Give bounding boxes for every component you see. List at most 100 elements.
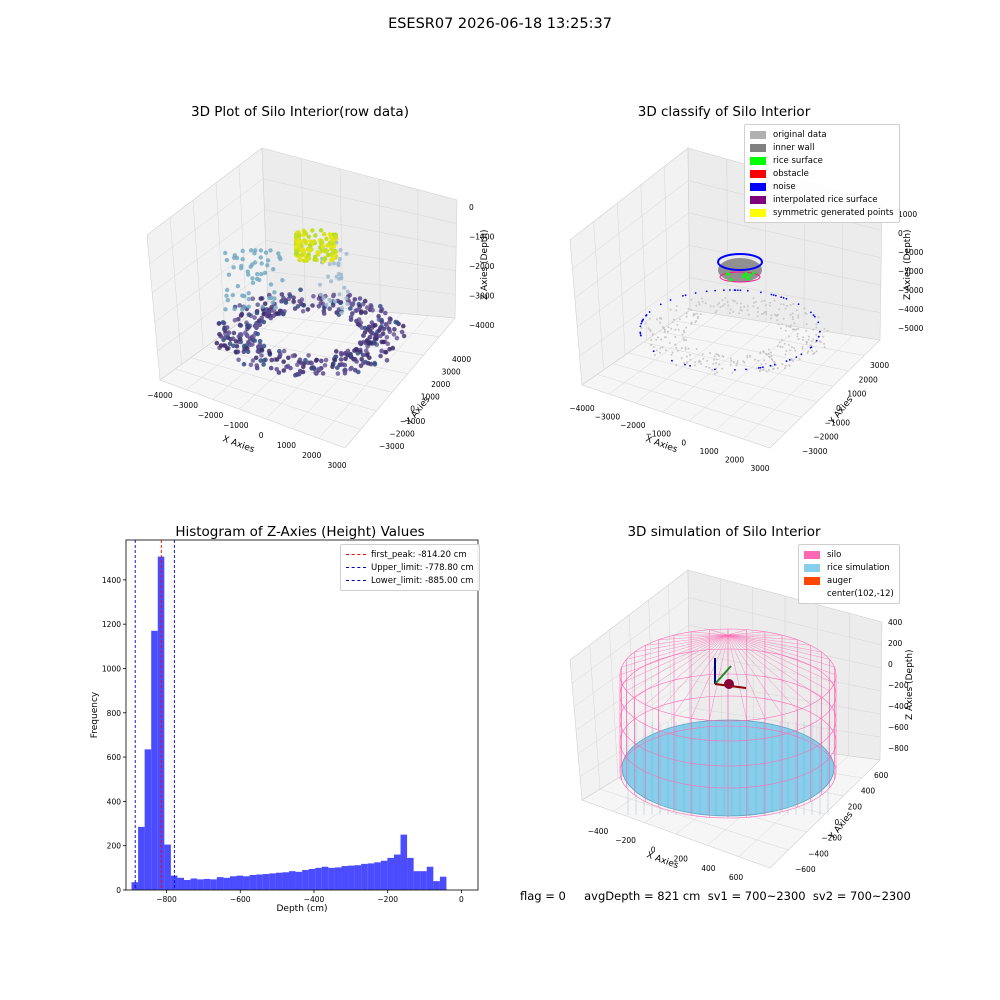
original-data-point xyxy=(777,323,780,326)
original-data-point xyxy=(815,333,818,336)
legend-label: noise xyxy=(773,181,796,192)
raw-point xyxy=(290,353,296,359)
original-data-point xyxy=(767,353,770,355)
histogram-bar xyxy=(387,857,394,890)
raw-point xyxy=(363,310,368,315)
raw-point xyxy=(262,270,268,275)
histogram-bar xyxy=(407,857,414,890)
histogram-bar xyxy=(308,868,316,890)
histogram-x-tick-label: −800 xyxy=(156,895,177,904)
raw-point xyxy=(263,250,269,255)
legend-label: inner wall xyxy=(773,142,815,153)
raw-point xyxy=(301,364,306,370)
raw-point xyxy=(386,326,392,332)
noise-point xyxy=(788,359,791,361)
original-data-point xyxy=(672,318,675,321)
raw-point xyxy=(342,362,348,368)
original-data-point xyxy=(669,308,672,311)
histogram-bar xyxy=(151,630,158,890)
raw-point xyxy=(232,317,238,323)
noise-point xyxy=(800,353,803,356)
raw-point xyxy=(321,296,326,301)
raw-point xyxy=(302,231,308,236)
original-data-point xyxy=(760,300,763,303)
raw-x-tick-label: −4000 xyxy=(147,391,173,400)
legend-swatch xyxy=(750,156,766,165)
raw-point xyxy=(342,285,347,290)
original-data-point xyxy=(665,349,667,352)
histogram-bar xyxy=(157,556,165,890)
classify-x-tick-label: −4000 xyxy=(569,404,595,413)
original-data-point xyxy=(729,312,731,315)
raw-point xyxy=(235,349,241,355)
original-data-point xyxy=(657,336,659,339)
original-data-point xyxy=(711,368,714,371)
original-data-point xyxy=(781,363,784,366)
original-data-point xyxy=(807,350,810,353)
raw-point xyxy=(253,355,259,361)
simulation-y-tick-label: 0 xyxy=(835,818,840,827)
original-data-point xyxy=(754,358,756,361)
original-data-point xyxy=(685,339,688,341)
noise-point xyxy=(739,289,742,292)
original-data-point xyxy=(676,323,679,326)
raw-point xyxy=(250,296,255,302)
raw-point xyxy=(313,370,318,376)
raw-x-tick-label: 0 xyxy=(259,431,264,440)
original-data-point xyxy=(735,364,738,367)
original-data-point xyxy=(674,343,677,346)
raw-point xyxy=(231,330,237,336)
noise-point xyxy=(785,297,788,300)
raw-point xyxy=(326,252,331,258)
histogram-bar xyxy=(321,866,329,890)
silo-roof-line xyxy=(709,634,729,721)
original-data-point xyxy=(685,312,688,315)
original-data-point xyxy=(712,362,715,365)
histogram-bar xyxy=(190,878,198,890)
raw-point xyxy=(250,358,256,363)
raw-point xyxy=(335,371,341,376)
simulation-3d-plot: −400 −200 0 200 400 600 −600 −400 −200 0 200 400 600… xyxy=(569,569,915,882)
original-data-point xyxy=(721,354,724,357)
raw-point xyxy=(399,329,405,335)
original-data-point xyxy=(754,300,757,303)
raw-point xyxy=(350,302,355,308)
original-data-point xyxy=(702,357,705,360)
original-data-point xyxy=(675,346,678,349)
original-data-point xyxy=(661,326,664,329)
noise-point xyxy=(652,350,655,353)
raw-point xyxy=(226,272,232,277)
raw-point xyxy=(265,313,271,319)
raw-point xyxy=(296,233,302,239)
raw-point xyxy=(248,264,253,269)
original-data-point xyxy=(713,355,716,358)
auger-marker xyxy=(724,679,734,689)
original-data-point xyxy=(687,308,690,310)
raw-y-tick-label: −2000 xyxy=(389,430,415,439)
silo-roof-line xyxy=(645,634,729,646)
raw-point xyxy=(387,319,392,325)
raw-point xyxy=(312,257,317,262)
histogram-bar xyxy=(144,749,152,890)
original-data-point xyxy=(775,314,778,317)
original-data-point xyxy=(697,315,699,318)
raw-point xyxy=(262,301,268,307)
original-data-point xyxy=(772,367,775,370)
original-data-point xyxy=(660,318,663,320)
silo-roof-line xyxy=(727,634,822,653)
raw-point xyxy=(300,369,306,375)
noise-point xyxy=(736,289,739,291)
original-data-point xyxy=(790,357,793,360)
legend-entry: Upper_limit: -778.80 cm xyxy=(346,561,474,574)
raw-point xyxy=(301,248,306,254)
raw-point xyxy=(381,339,386,345)
raw-point xyxy=(350,311,355,316)
original-data-point xyxy=(715,309,718,312)
histogram-bar xyxy=(210,879,217,890)
raw-y-tick-label: −1000 xyxy=(400,417,426,426)
original-data-point xyxy=(801,345,804,348)
noise-point xyxy=(734,369,736,371)
raw-point xyxy=(384,334,390,340)
original-data-point xyxy=(777,313,780,316)
raw-point xyxy=(253,324,258,329)
